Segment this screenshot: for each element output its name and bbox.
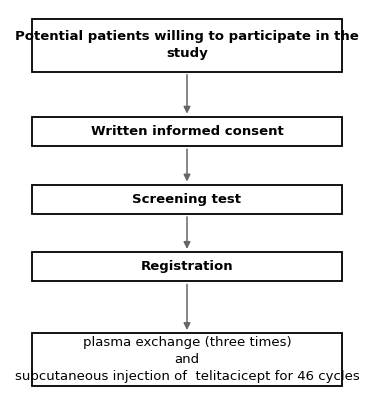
Text: Screening test: Screening test	[132, 193, 242, 206]
Text: Registration: Registration	[141, 260, 233, 273]
Bar	[32, 117, 342, 146]
Text: Potential patients willing to participate in the
study: Potential patients willing to participat…	[15, 30, 359, 60]
Bar	[32, 333, 342, 386]
Bar	[32, 252, 342, 281]
Bar	[32, 19, 342, 72]
Bar	[32, 184, 342, 214]
Text: Written informed consent: Written informed consent	[91, 125, 283, 138]
Text: plasma exchange (three times)
and
subcutaneous injection of  telitacicept for 46: plasma exchange (three times) and subcut…	[15, 336, 359, 383]
